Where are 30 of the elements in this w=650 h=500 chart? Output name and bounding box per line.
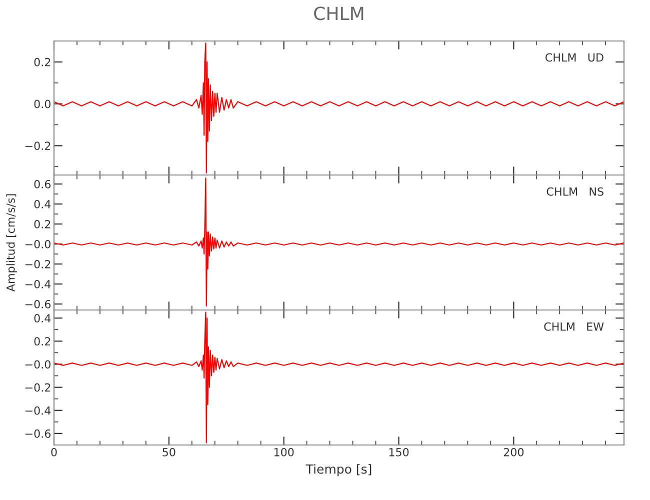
chart-title: CHLM: [314, 6, 364, 20]
x-tick-label: 50: [162, 448, 176, 456]
y-tick-label: −0.4: [25, 406, 51, 415]
x-axis-title: Tiempo [s]: [306, 464, 372, 476]
y-tick-label: 0.0: [34, 100, 50, 108]
y-tick-label: −0.2: [25, 142, 50, 150]
line-series: [54, 312, 624, 444]
annotation: CHLM EW: [544, 322, 604, 331]
x-tick-label: 100: [274, 448, 294, 456]
y-tick-label: 0.2: [34, 220, 50, 228]
y-tick-label: −0.2: [25, 260, 50, 268]
x-tick-label: 0: [51, 448, 57, 456]
y-tick-label: −0.4: [25, 280, 51, 288]
x-tick-label: 200: [504, 448, 524, 456]
y-tick-label: 0.2: [34, 337, 50, 346]
y-tick-label: −0.2: [25, 383, 50, 392]
y-axis-title: Amplitud [cm/s/s]: [6, 194, 17, 292]
line-series: [54, 42, 624, 174]
y-tick-label: 0.4: [34, 314, 51, 322]
y-tick-label: 0.4: [34, 200, 51, 208]
annotation: CHLM UD: [546, 53, 604, 62]
y-tick-label: 0.2: [34, 58, 50, 66]
y-tick-label: −0.0: [25, 360, 50, 369]
y-tick-label: 0.6: [34, 180, 51, 188]
y-tick-label: −0.6: [25, 300, 51, 308]
annotation: CHLM NS: [546, 187, 604, 196]
y-tick-label: −0.6: [25, 429, 51, 438]
line-series: [54, 177, 624, 307]
y-tick-label: −0.0: [25, 240, 50, 248]
x-tick-label: 150: [389, 448, 409, 456]
